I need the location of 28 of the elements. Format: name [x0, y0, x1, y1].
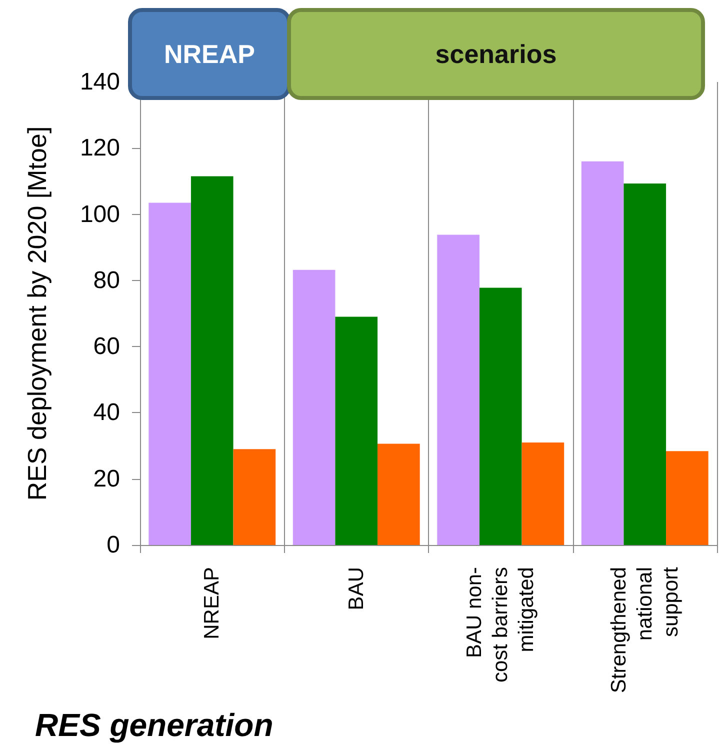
x-tick-label: BAU non- cost barriers mitigated: [463, 566, 538, 683]
bar: [190, 176, 234, 545]
y-tick-label: 40: [93, 399, 120, 426]
bar: [292, 270, 336, 545]
bar: [378, 444, 420, 545]
bar: [335, 316, 378, 545]
bar: [624, 184, 666, 545]
bar: [666, 451, 708, 545]
x-tick-label: NREAP: [200, 567, 224, 640]
header-box: scenarios: [287, 8, 705, 100]
bar: [233, 449, 276, 545]
y-tick-label: 140: [80, 68, 120, 96]
y-tick-label: 80: [93, 266, 120, 294]
bar: [479, 288, 522, 545]
bar: [437, 234, 480, 545]
y-tick-label: 120: [80, 134, 120, 162]
y-tick-label: 60: [93, 333, 120, 360]
y-tick-label: 0: [106, 532, 120, 558]
x-tick-label: BAU: [344, 567, 368, 610]
y-tick-label: 100: [80, 200, 120, 228]
header-box: NREAP: [128, 8, 291, 100]
y-tick-label: 20: [93, 465, 120, 492]
y-axis-title: RES deployment by 2020 [Mtoe]: [22, 126, 52, 501]
bar: [581, 161, 624, 545]
bar: [148, 202, 191, 545]
bar: [522, 442, 564, 545]
text: RES generation: [35, 707, 274, 744]
x-tick-label: Strengthened national support: [607, 566, 682, 694]
